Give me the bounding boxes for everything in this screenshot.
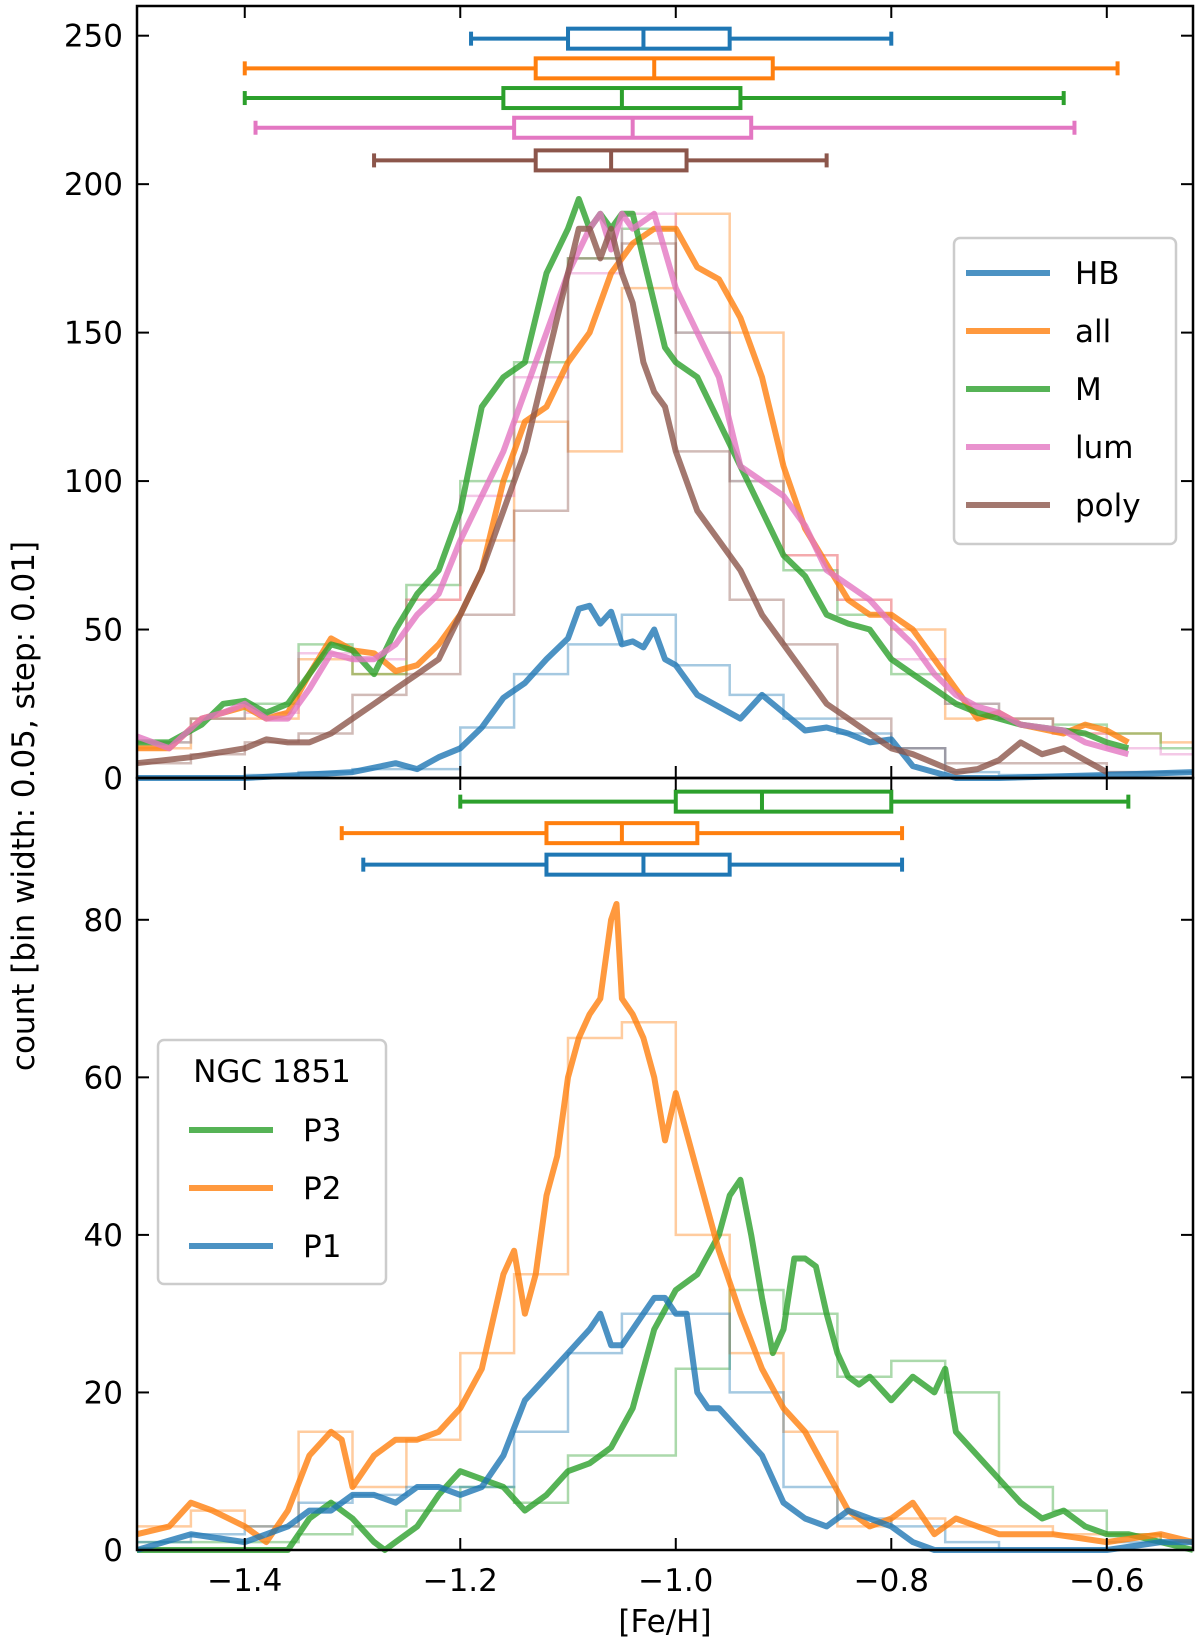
legend-label-poly: poly — [1075, 488, 1141, 524]
top-ytick-label: 100 — [64, 464, 123, 500]
top-line-lum — [135, 210, 1130, 758]
top-line-poly — [136, 225, 1109, 776]
top-ytick-label: 0 — [103, 761, 123, 797]
top-ytick-label: 250 — [64, 19, 123, 55]
bottom-xtick-label: −0.8 — [854, 1563, 929, 1599]
legend-label-P1: P1 — [303, 1229, 341, 1265]
bottom-hist-P3 — [137, 1288, 1193, 1544]
bottom-xtick-label: −0.6 — [1069, 1563, 1144, 1599]
bottom-hist-P2 — [137, 1020, 1193, 1544]
box-iqr — [544, 852, 732, 877]
bottom-box-P2 — [339, 821, 905, 846]
legend-label-all: all — [1075, 314, 1111, 350]
top-hist-poly — [137, 242, 1193, 774]
bottom-ytick-label: 20 — [84, 1375, 123, 1411]
top-ytick-label: 200 — [64, 167, 123, 203]
bottom-xtick-label: −1.2 — [423, 1563, 498, 1599]
box-iqr — [673, 789, 894, 814]
bottom-box-P1 — [361, 852, 905, 877]
bottom-xtick-label: −1.0 — [638, 1563, 713, 1599]
top-line-M — [137, 196, 1130, 752]
top-ytick-label: 50 — [84, 613, 123, 649]
legend-label-M: M — [1075, 372, 1102, 408]
bottom-line-P3 — [137, 1176, 1194, 1553]
bottom-ytick-label: 40 — [84, 1218, 123, 1254]
top-line-HB — [137, 602, 1194, 781]
panel-bottom: 0 20 40 60 80 −1.4 −1.2 −1.0 −0.8 −0.6 NGC 1851 P3 P… — [84, 776, 1195, 1599]
legend-title: NGC 1851 — [193, 1054, 351, 1090]
bottom-ytick-label: 60 — [84, 1060, 123, 1096]
bottom-hist-P1 — [137, 1312, 1193, 1552]
bottom-legend: NGC 1851 P3 P2 P1 — [156, 1038, 388, 1286]
bottom-box-P3 — [458, 789, 1131, 814]
top-box-HB — [469, 26, 894, 51]
legend-label-lum: lum — [1075, 430, 1133, 466]
bottom-xtick-label: −1.4 — [207, 1563, 282, 1599]
bottom-line-P1 — [136, 1294, 1193, 1553]
top-box-poly — [372, 148, 829, 173]
x-axis-label: [Fe/H] — [618, 1604, 711, 1640]
top-ytick-label: 150 — [64, 316, 123, 352]
bottom-line-P2 — [136, 901, 1194, 1546]
box-iqr — [566, 26, 732, 51]
legend-label-P2: P2 — [303, 1171, 341, 1207]
bottom-ytick-label: 80 — [84, 903, 123, 939]
legend-label-HB: HB — [1075, 256, 1120, 292]
top-box-lum — [253, 115, 1077, 140]
legend-frame — [156, 1038, 388, 1286]
bottom-ytick-label: 0 — [103, 1533, 123, 1569]
top-box-all — [242, 56, 1120, 81]
y-axis-label: count [bin width: 0.05, step: 0.01] — [6, 541, 42, 1071]
top-box-M — [242, 86, 1066, 111]
legend-frame — [952, 236, 1178, 546]
legend-label-P3: P3 — [303, 1113, 341, 1149]
bottom-frame — [135, 776, 1195, 1552]
